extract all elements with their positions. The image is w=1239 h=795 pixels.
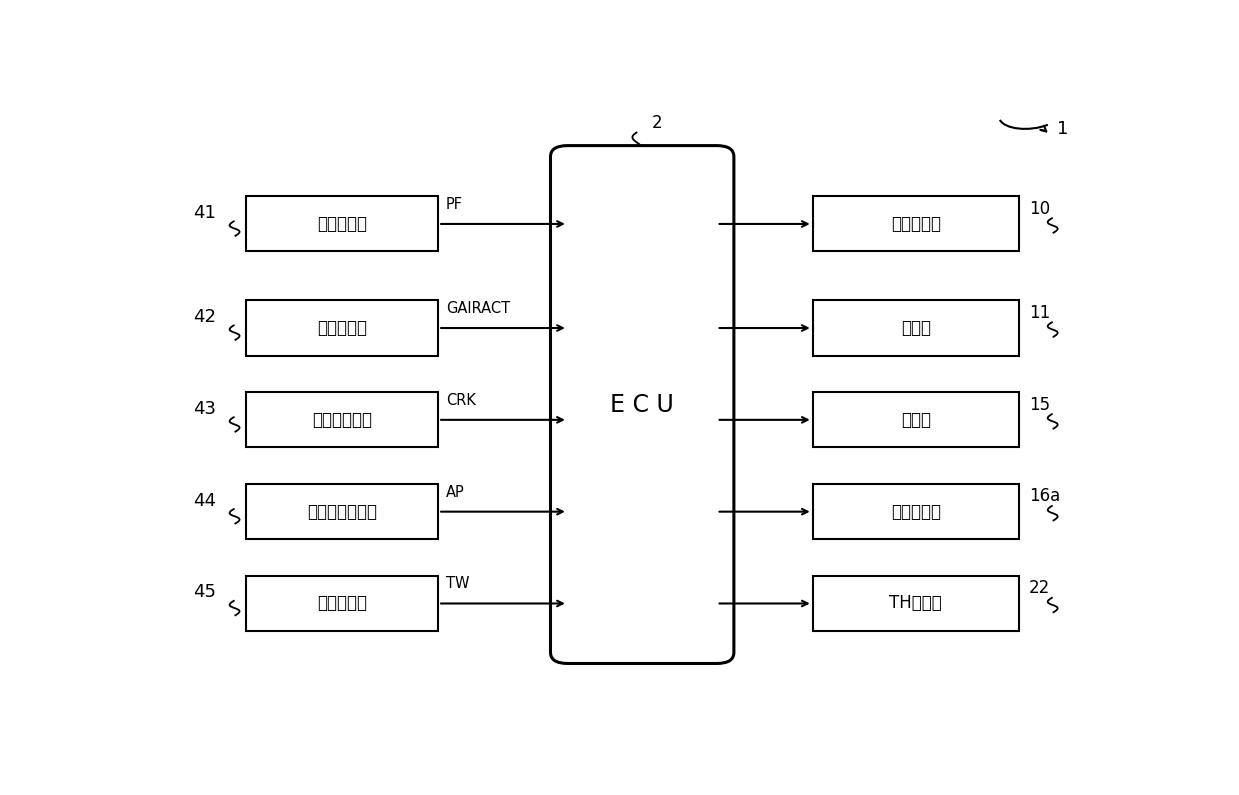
Text: 燃压传感器: 燃压传感器 <box>317 215 367 233</box>
Text: 溢流控制阀: 溢流控制阀 <box>891 502 940 521</box>
FancyBboxPatch shape <box>813 301 1018 355</box>
Text: 44: 44 <box>193 491 217 510</box>
Text: 2: 2 <box>652 114 662 132</box>
FancyBboxPatch shape <box>813 484 1018 539</box>
Text: 11: 11 <box>1028 304 1049 322</box>
Text: AP: AP <box>446 485 465 499</box>
FancyBboxPatch shape <box>247 392 439 448</box>
FancyBboxPatch shape <box>550 145 733 664</box>
Text: 45: 45 <box>193 584 217 602</box>
Text: 水温传感器: 水温传感器 <box>317 595 367 612</box>
FancyBboxPatch shape <box>247 484 439 539</box>
FancyBboxPatch shape <box>813 196 1018 251</box>
Text: PF: PF <box>446 197 463 211</box>
Text: 42: 42 <box>193 308 217 326</box>
Text: CRK: CRK <box>446 393 476 408</box>
Text: 火花塞: 火花塞 <box>901 319 930 337</box>
Text: 油门开度传感器: 油门开度传感器 <box>307 502 377 521</box>
FancyBboxPatch shape <box>813 392 1018 448</box>
Text: 16a: 16a <box>1028 487 1059 506</box>
Text: GAIRACT: GAIRACT <box>446 301 510 316</box>
FancyBboxPatch shape <box>813 576 1018 631</box>
FancyBboxPatch shape <box>247 196 439 251</box>
Text: 低压泵: 低压泵 <box>901 411 930 429</box>
Text: TH致动器: TH致动器 <box>890 595 942 612</box>
Text: E C U: E C U <box>611 393 674 417</box>
Text: 10: 10 <box>1028 200 1049 218</box>
Text: 41: 41 <box>193 204 216 222</box>
Text: 燃料喷射阀: 燃料喷射阀 <box>891 215 940 233</box>
Text: 22: 22 <box>1028 580 1049 597</box>
Text: 43: 43 <box>193 400 217 418</box>
Text: 15: 15 <box>1028 396 1049 413</box>
FancyBboxPatch shape <box>247 301 439 355</box>
Text: 气流传感器: 气流传感器 <box>317 319 367 337</box>
Text: 1: 1 <box>1057 120 1068 138</box>
Text: 曲轴角传感器: 曲轴角传感器 <box>312 411 372 429</box>
Text: TW: TW <box>446 576 470 591</box>
FancyBboxPatch shape <box>247 576 439 631</box>
